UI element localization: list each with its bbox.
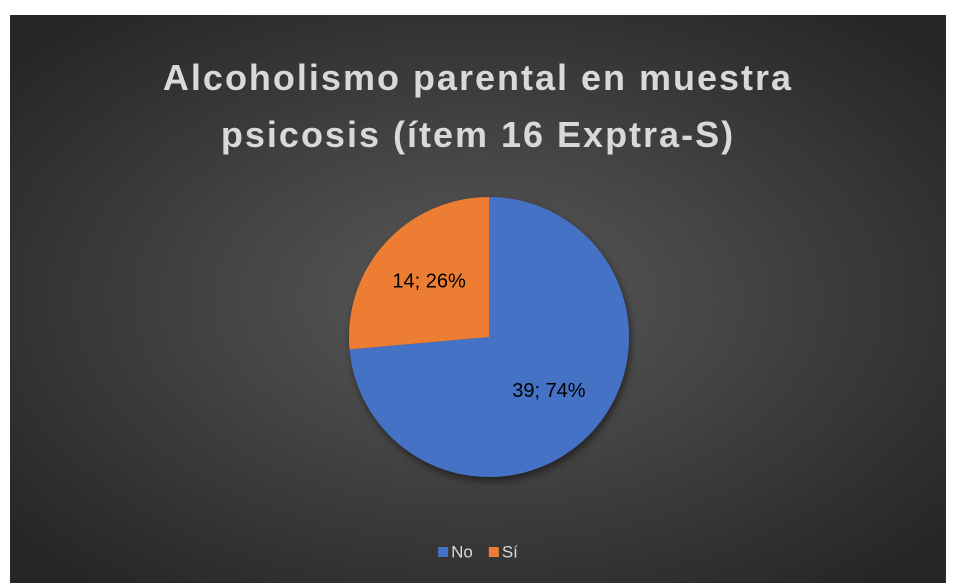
legend-swatch xyxy=(488,547,499,557)
data-label: 39; 74% xyxy=(512,380,586,402)
legend-label: No xyxy=(451,542,473,561)
legend-swatch xyxy=(438,547,449,557)
pie-slice xyxy=(349,197,489,350)
chart-title: Alcoholismo parental en muestra psicosis… xyxy=(162,57,794,155)
data-label: 14; 26% xyxy=(392,270,466,292)
pie xyxy=(349,197,630,478)
pie-slice xyxy=(349,197,630,478)
legend-label: Sí xyxy=(502,542,518,561)
